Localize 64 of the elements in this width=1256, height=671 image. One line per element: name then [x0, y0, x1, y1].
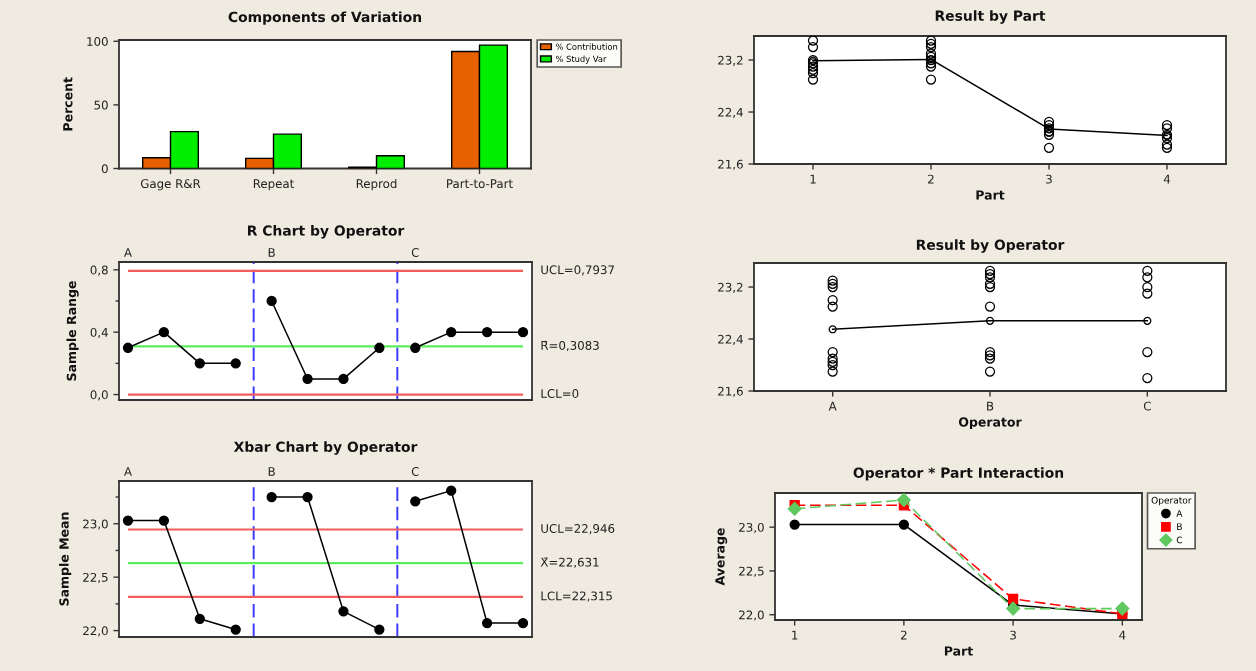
y-tick-label: 0,8: [90, 265, 108, 276]
x-tick-label: B: [268, 248, 275, 257]
x-tick-label: Gage R&R: [140, 179, 201, 191]
x-tick-label: Reprod: [356, 178, 397, 191]
y-tick-label: 21,6: [718, 159, 743, 170]
y-axis-title: Sample Range: [66, 281, 79, 381]
x-axis-title: Part: [976, 190, 1005, 200]
legend-label: % Contribution: [555, 43, 618, 50]
y-tick-label: 22,5: [739, 566, 764, 577]
x-tick-label: Repeat: [253, 179, 294, 191]
legend-label: % Study Var: [555, 55, 607, 64]
x-tick-label: A: [124, 248, 132, 257]
legend-label: C: [1176, 536, 1183, 544]
x-tick-label: C: [411, 467, 419, 476]
y-axis-title: Average: [715, 528, 728, 586]
legend-label: B: [1177, 523, 1182, 530]
y-tick-label: 23,2: [718, 55, 743, 66]
y-axis-title: Percent: [63, 77, 73, 131]
x-tick-label: C: [411, 248, 419, 257]
y-tick-label: 0: [101, 164, 108, 174]
x-tick-label: 4: [1163, 174, 1171, 184]
x-tick-label: 3: [1046, 174, 1052, 184]
y-tick-label: 0,0: [90, 390, 108, 401]
y-tick-label: 21,6: [718, 386, 743, 397]
ref-line-label: UCL=0,7937: [541, 265, 614, 276]
y-tick-label: 22,0: [83, 626, 108, 637]
chart-title: Components of Variation: [228, 11, 422, 25]
ref-line-label: X̄=22,631: [540, 557, 599, 568]
chart-title: R Chart by Operator: [248, 225, 405, 239]
y-axis-title: Sample Mean: [59, 512, 72, 606]
x-axis-title: Operator: [958, 417, 1022, 430]
ref-line-label: LCL=22,315: [541, 591, 612, 602]
ref-line-label: R̄=0,3083: [541, 340, 599, 352]
y-tick-label: 22,4: [718, 107, 743, 118]
x-tick-label: 4: [1119, 630, 1126, 640]
x-tick-label: 1: [792, 630, 798, 640]
chart-title: Xbar Chart by Operator: [233, 441, 418, 455]
y-tick-label: 0,4: [90, 327, 108, 339]
x-tick-label: Part-to-Part: [447, 179, 513, 189]
y-tick-label: 50: [94, 100, 108, 110]
legend-title: Operator: [1151, 496, 1192, 506]
x-tick-label: B: [987, 401, 994, 411]
x-tick-label: 1: [810, 174, 816, 184]
x-tick-label: A: [124, 467, 132, 476]
chart-title: Result by Part: [935, 10, 1046, 24]
x-tick-label: 3: [1010, 630, 1016, 640]
legend-label: A: [1176, 510, 1183, 517]
x-tick-label: A: [828, 401, 837, 411]
ref-line-label: UCL=22,946: [541, 524, 615, 535]
y-tick-label: 22,5: [83, 572, 108, 584]
y-tick-label: 100: [87, 37, 108, 46]
y-tick-label: 22,4: [718, 334, 743, 345]
x-tick-label: 2: [901, 630, 907, 640]
y-tick-label: 22,0: [739, 610, 764, 621]
y-tick-label: 23,0: [739, 522, 764, 534]
x-tick-label: 2: [928, 174, 934, 184]
x-tick-label: B: [268, 467, 275, 476]
chart-title: Result by Operator: [916, 239, 1065, 253]
y-tick-label: 23,0: [83, 519, 108, 530]
x-tick-label: C: [1143, 401, 1151, 411]
ref-line-label: LCL=0: [541, 389, 579, 398]
x-axis-title: Part: [944, 646, 973, 656]
y-tick-label: 23,2: [718, 282, 743, 293]
chart-title: Operator * Part Interaction: [853, 467, 1064, 481]
